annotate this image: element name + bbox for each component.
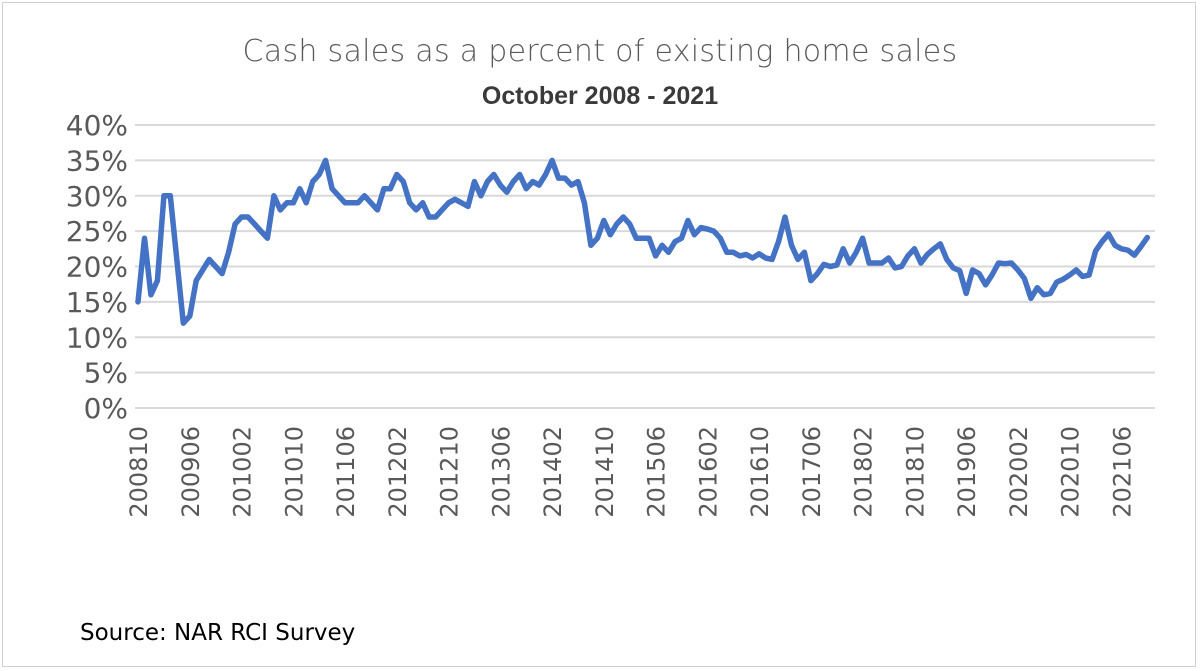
x-tick-label: 201906	[953, 426, 981, 518]
y-tick-label: 15%	[66, 286, 128, 319]
x-tick-label: 201402	[539, 426, 567, 518]
x-tick-label: 202002	[1005, 426, 1033, 518]
y-tick-label: 30%	[66, 180, 128, 213]
y-tick-label: 35%	[66, 144, 128, 177]
x-tick-label: 201602	[694, 426, 722, 518]
y-tick-label: 25%	[66, 215, 128, 248]
source-note: Source: NAR RCI Survey	[80, 620, 356, 646]
x-tick-label: 201010	[280, 426, 308, 518]
x-tick-label: 200810	[125, 426, 153, 518]
y-tick-label: 40%	[66, 109, 128, 142]
x-tick-label: 202010	[1057, 426, 1085, 518]
x-tick-label: 201802	[850, 426, 878, 518]
x-tick-label: 201610	[746, 426, 774, 518]
y-tick-label: 10%	[66, 321, 128, 354]
x-tick-label: 201706	[798, 426, 826, 518]
y-tick-label: 20%	[66, 251, 128, 284]
x-tick-label: 201210	[436, 426, 464, 518]
x-tick-label: 201810	[901, 426, 929, 518]
y-tick-label: 5%	[84, 357, 128, 390]
x-tick-label: 200906	[177, 426, 205, 518]
x-tick-label: 201506	[643, 426, 671, 518]
x-tick-label: 201002	[229, 426, 257, 518]
y-tick-label: 0%	[84, 392, 128, 425]
x-tick-label: 202106	[1108, 426, 1136, 518]
x-tick-label: 201306	[487, 426, 515, 518]
x-tick-label: 201202	[384, 426, 412, 518]
chart-subtitle: October 2008 - 2021	[481, 82, 719, 110]
x-tick-label: 201106	[332, 426, 360, 518]
x-tick-label: 201410	[591, 426, 619, 518]
chart-title: Cash sales as a percent of existing home…	[242, 34, 958, 69]
data-series-line	[135, 157, 1151, 326]
